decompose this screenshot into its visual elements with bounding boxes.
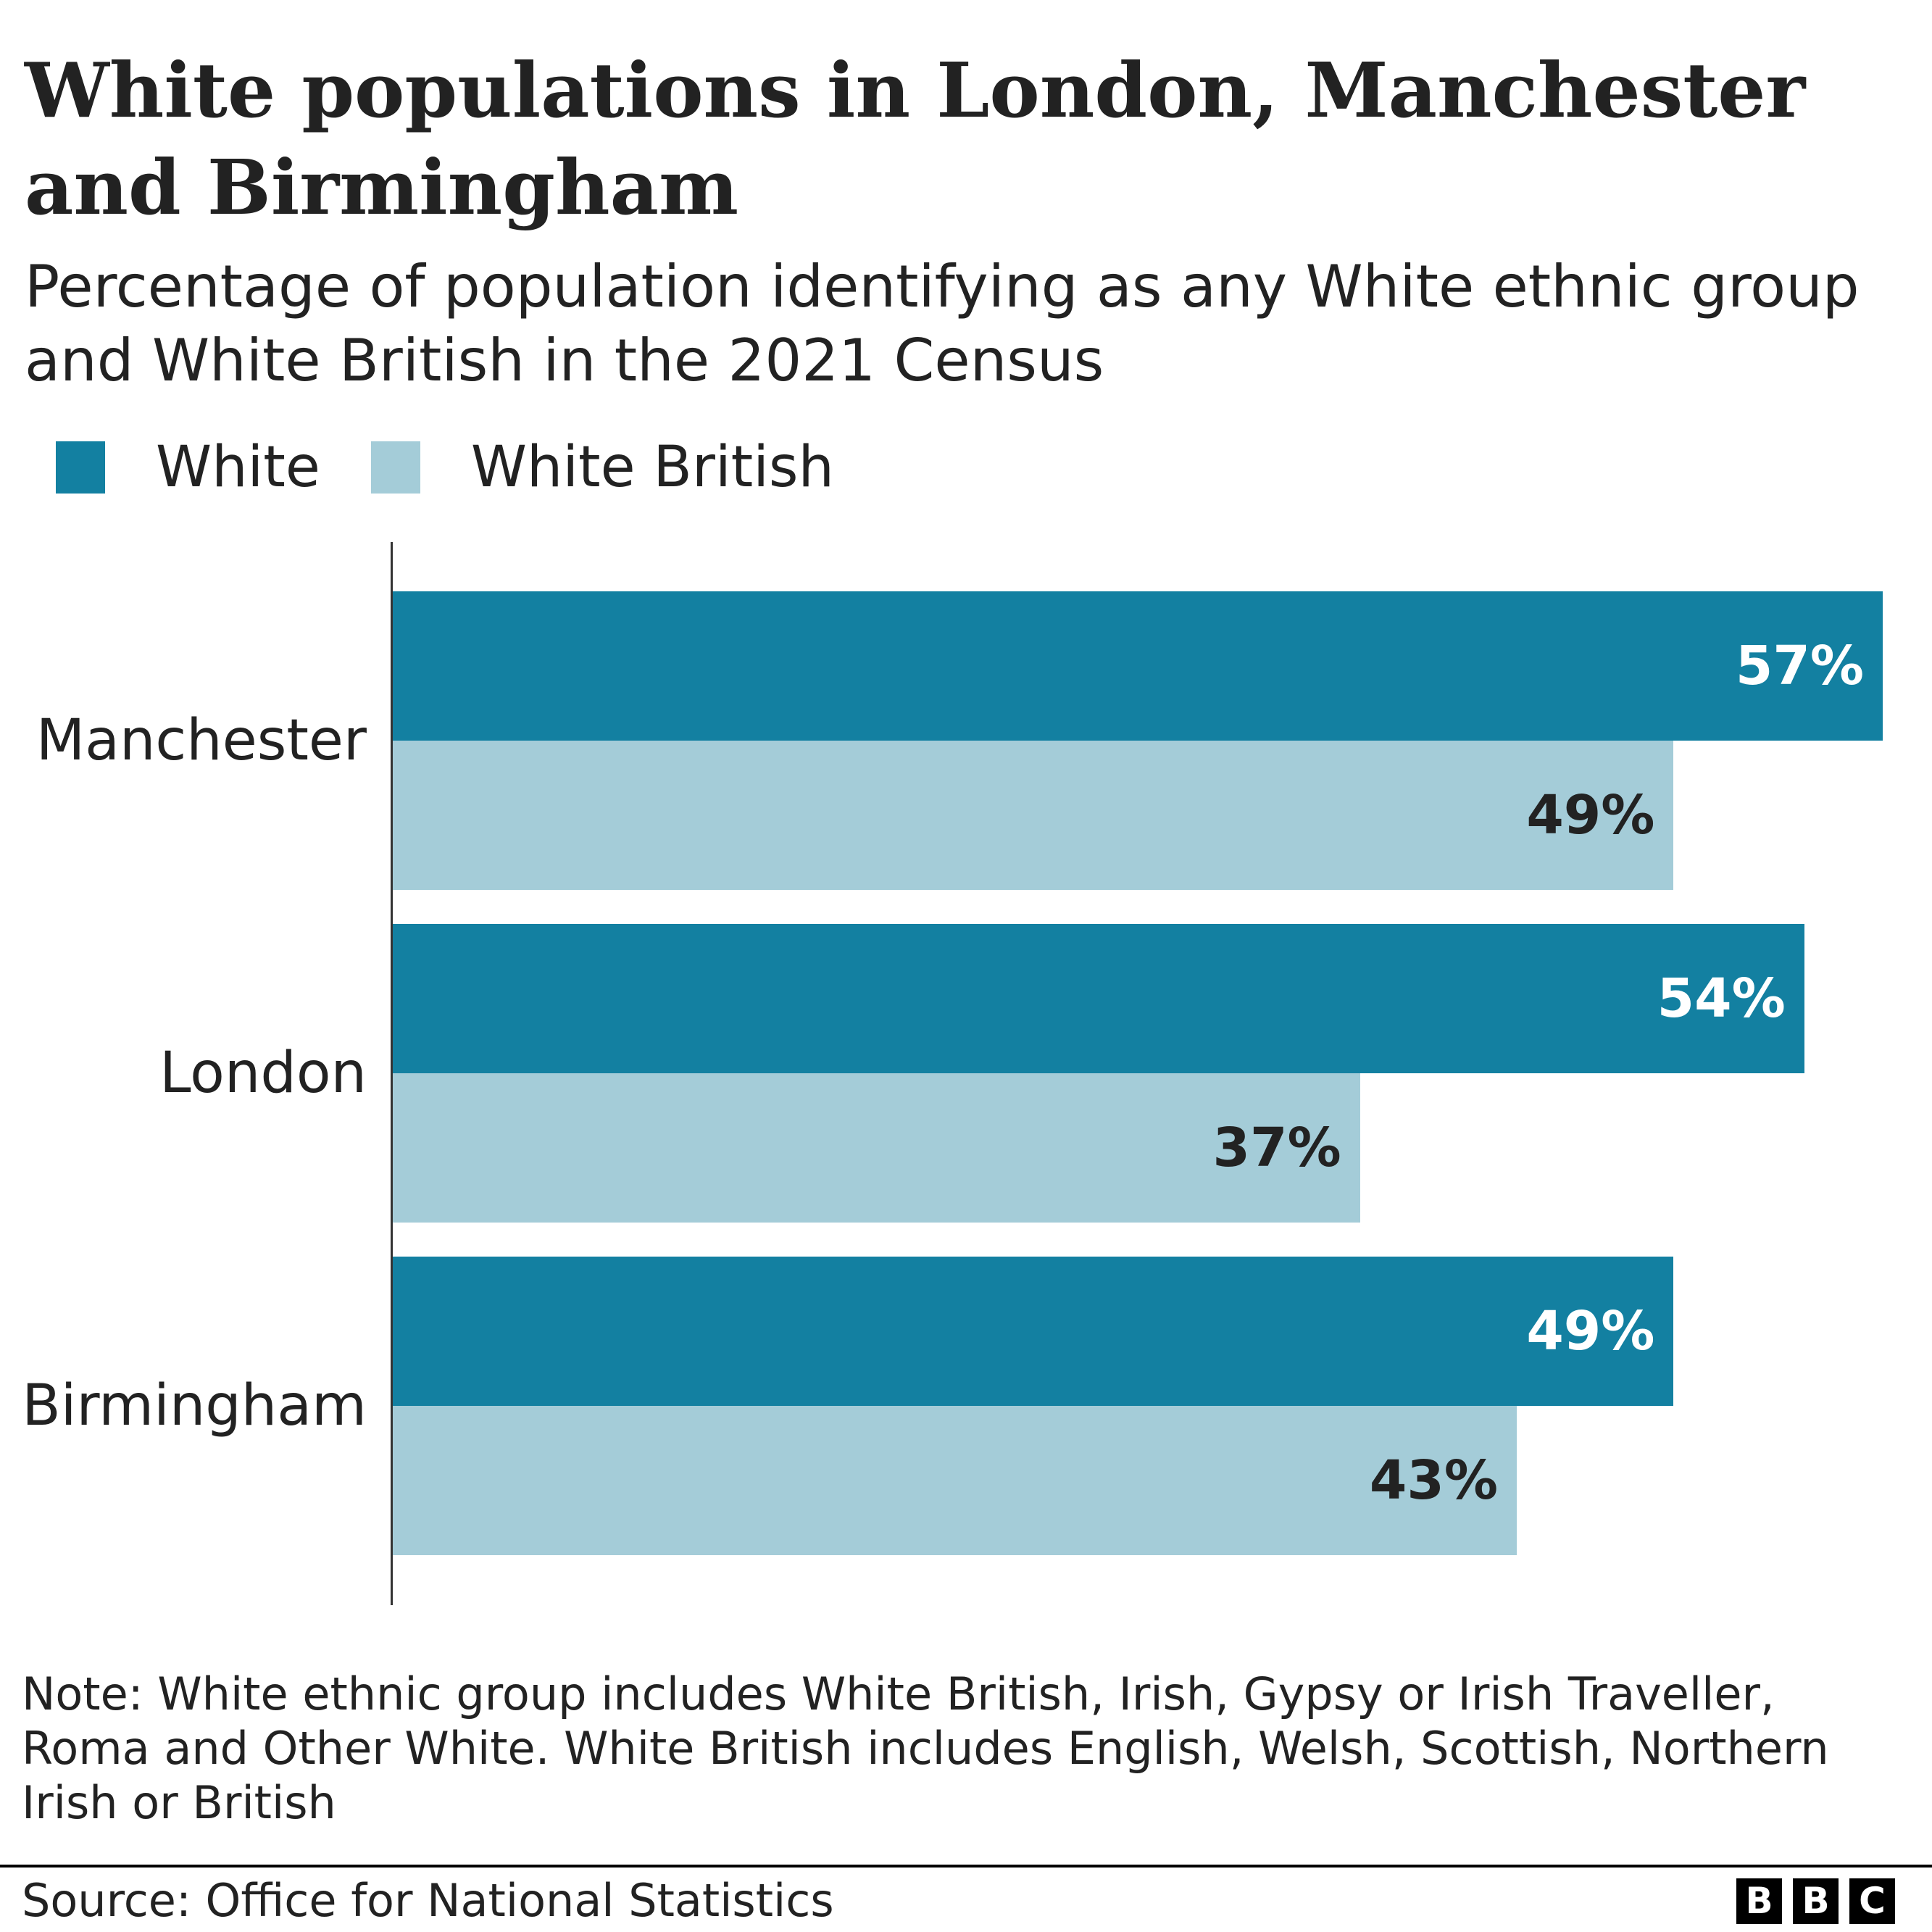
chart-note: Note: White ethnic group includes White … bbox=[22, 1667, 1829, 1829]
legend-swatch-white-british bbox=[370, 441, 420, 494]
logo-letter: C bbox=[1849, 1878, 1895, 1924]
data-label: 49% bbox=[1526, 1300, 1655, 1362]
legend-label-white: White bbox=[156, 435, 320, 500]
chart-subtitle: Percentage of population identifying as … bbox=[25, 253, 1860, 394]
data-label: 57% bbox=[1735, 635, 1864, 697]
data-label: 49% bbox=[1526, 784, 1655, 846]
chart-title: White populations in London, Manchester … bbox=[25, 46, 1806, 232]
bar-white: 57% bbox=[393, 591, 1883, 741]
bar-white-british: 37% bbox=[393, 1073, 1360, 1223]
data-label: 54% bbox=[1657, 967, 1786, 1030]
chart-source: Source: Office for National Statistics bbox=[22, 1874, 834, 1927]
data-label: 37% bbox=[1212, 1117, 1341, 1179]
legend-swatch-white bbox=[56, 441, 105, 494]
logo-letter: B bbox=[1736, 1878, 1782, 1924]
data-label: 43% bbox=[1369, 1449, 1499, 1512]
category-label: London bbox=[159, 1041, 367, 1106]
logo-letter: B bbox=[1793, 1878, 1839, 1924]
category-label: Birmingham bbox=[22, 1373, 367, 1438]
bar-white: 49% bbox=[393, 1257, 1674, 1406]
bar-white-british: 49% bbox=[393, 741, 1674, 890]
bbc-logo: B B C bbox=[1736, 1878, 1895, 1924]
y-axis-line bbox=[391, 542, 393, 1605]
legend-label-white-british: White British bbox=[470, 435, 834, 500]
legend: White White British bbox=[56, 435, 885, 500]
footer-divider bbox=[0, 1865, 1932, 1868]
bar-white-british: 43% bbox=[393, 1406, 1517, 1555]
bar-white: 54% bbox=[393, 924, 1804, 1073]
category-label: Manchester bbox=[36, 708, 367, 773]
